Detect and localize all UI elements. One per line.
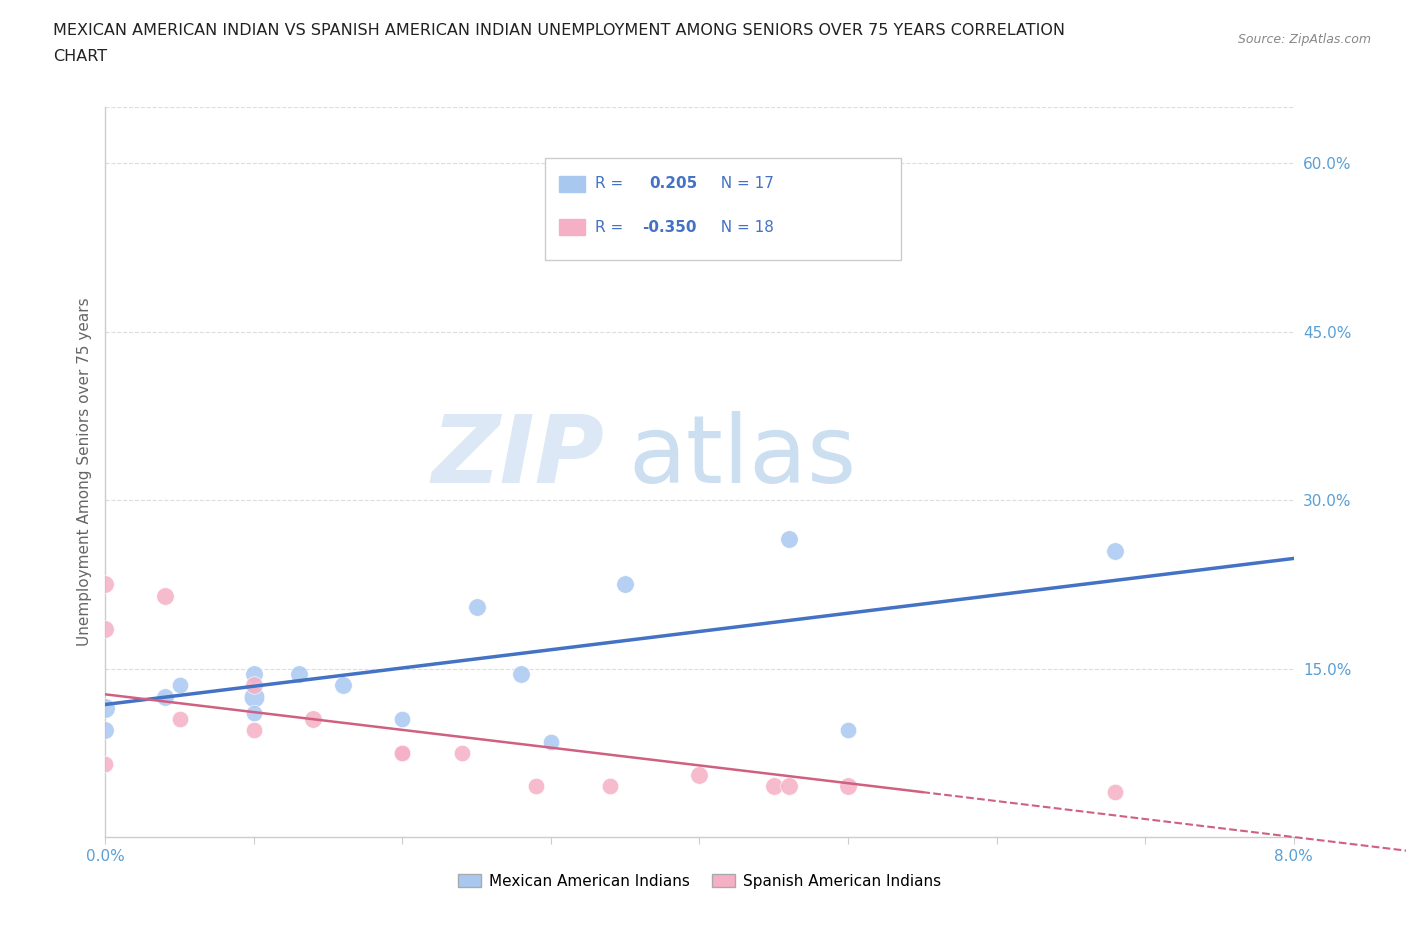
Point (243, 689, 266, 704)
Point (153, 588, 176, 603)
Bar (560, 219, 585, 235)
Text: N = 17: N = 17 (711, 176, 775, 191)
Point (302, 711, 325, 726)
Point (391, 745, 413, 760)
Point (94, 700, 117, 715)
Point (94, 622, 117, 637)
Point (94, 723, 117, 737)
Legend: Mexican American Indians, Spanish American Indians: Mexican American Indians, Spanish Americ… (451, 868, 948, 895)
Point (243, 667, 266, 682)
Point (465, 599, 488, 614)
Point (243, 678, 266, 693)
Point (837, 779, 859, 794)
Text: ZIP: ZIP (432, 411, 605, 503)
Point (450, 745, 472, 760)
Point (391, 745, 413, 760)
Point (153, 689, 176, 704)
Text: Source: ZipAtlas.com: Source: ZipAtlas.com (1237, 33, 1371, 46)
Point (599, 779, 621, 794)
Text: MEXICAN AMERICAN INDIAN VS SPANISH AMERICAN INDIAN UNEMPLOYMENT AMONG SENIORS OV: MEXICAN AMERICAN INDIAN VS SPANISH AMERI… (53, 23, 1066, 38)
Point (510, 667, 533, 682)
FancyBboxPatch shape (546, 158, 901, 260)
Point (837, 723, 859, 737)
Point (243, 706, 266, 721)
Point (644, 240, 666, 255)
Point (778, 532, 800, 547)
Point (94, 757, 117, 772)
Text: atlas: atlas (628, 411, 856, 503)
Point (762, 779, 785, 794)
Text: N = 18: N = 18 (711, 219, 775, 235)
Text: -0.350: -0.350 (643, 219, 697, 235)
Point (614, 577, 637, 591)
Point (169, 678, 191, 693)
Point (778, 779, 800, 794)
Y-axis label: Unemployment Among Seniors over 75 years: Unemployment Among Seniors over 75 years (76, 298, 91, 646)
Text: R =: R = (595, 176, 633, 191)
Text: CHART: CHART (53, 49, 107, 64)
Text: R =: R = (595, 219, 628, 235)
Point (689, 768, 711, 783)
Point (94, 577, 117, 591)
Bar (560, 176, 585, 192)
Point (391, 711, 413, 726)
Point (524, 779, 547, 794)
Point (243, 723, 266, 737)
Text: 0.205: 0.205 (650, 176, 697, 191)
Point (1104, 785, 1126, 800)
Point (540, 734, 562, 749)
Point (332, 678, 354, 693)
Point (287, 667, 309, 682)
Point (169, 711, 191, 726)
Point (1104, 543, 1126, 558)
